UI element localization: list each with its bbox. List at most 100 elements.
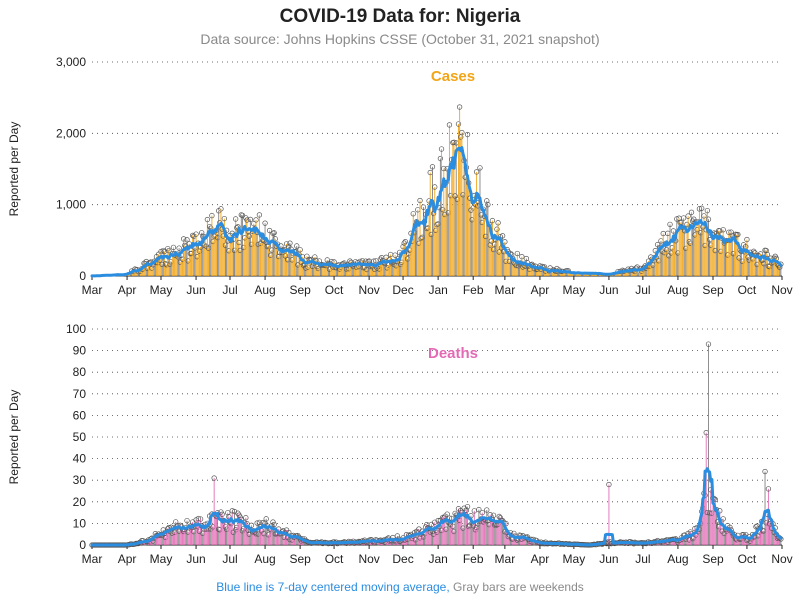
data-bar [737,234,739,276]
data-bar [717,235,718,276]
data-bar [467,134,469,276]
data-bar [685,539,687,545]
footnote: Blue line is 7-day centered moving avera… [0,580,800,594]
data-bar [497,222,499,276]
data-point [166,247,172,254]
data-bar [454,195,456,276]
data-point [266,227,273,234]
data-point [417,197,423,204]
data-bar [633,269,635,276]
data-bar [143,263,145,276]
data-bar [217,237,219,276]
data-bar [261,530,263,545]
data-bar [253,531,255,545]
data-bar [522,267,524,276]
data-bar [705,229,707,276]
data-bar [646,266,648,276]
data-bar [761,260,763,276]
data-bar [590,274,592,276]
data-bar [443,518,445,545]
data-bar [267,534,269,545]
data-bar [773,258,775,276]
data-bar [454,513,456,545]
data-bar [227,512,229,545]
y-tick-label: 1,000 [56,198,86,212]
data-bar [193,236,195,276]
data-bar [511,254,513,276]
data-bar [774,256,776,276]
data-bar [498,251,500,276]
data-bar [197,518,199,545]
data-bar [468,182,470,276]
data-point [263,516,269,522]
data-bar [278,256,280,276]
data-bar [424,533,426,545]
data-bar [225,245,226,276]
data-point [253,531,259,537]
data-bar [610,543,612,545]
data-bar [210,529,212,545]
x-tick-label: Nov [771,283,792,297]
data-bar [175,255,177,276]
data-point [218,206,224,212]
data-point [347,258,353,264]
data-point [519,254,525,260]
data-bar [179,525,181,545]
data-bar [191,527,193,545]
data-bar [455,142,457,276]
data-bar [760,528,761,545]
data-bar [738,538,740,545]
data-point [717,228,723,234]
data-bar [384,263,386,276]
data-bar [724,529,726,545]
data-bar [156,535,157,545]
data-bar [778,537,780,545]
data-bar [256,523,258,545]
data-bar [753,251,755,276]
data-point [764,251,770,258]
data-bar [729,527,731,545]
data-bar [659,247,661,276]
data-bar [512,539,514,545]
data-bar [411,241,413,276]
data-bar [608,484,610,545]
data-bar [512,258,514,276]
data-bar [169,264,171,276]
data-bar [748,260,750,276]
data-bar [206,219,208,276]
data-bar [564,272,566,276]
data-bar [215,230,217,276]
data-bar [365,261,367,276]
data-bar [489,514,491,545]
data-point [720,227,726,233]
data-bar [428,200,430,276]
data-bar [675,240,677,276]
data-bar [678,218,680,276]
data-bar [161,264,163,276]
data-bar [277,244,278,276]
data-bar [387,264,389,276]
data-bar [708,219,709,276]
data-bar [426,228,428,276]
data-bar [703,493,705,545]
data-bar [432,531,433,545]
data-bar [363,541,364,545]
data-bar [732,253,734,276]
data-point [287,240,293,246]
data-bar [167,528,169,545]
data-bar [652,265,654,276]
data-bar [674,236,676,276]
x-tick-label: Jul [222,552,237,566]
data-bar [188,243,190,276]
data-point [477,165,483,171]
data-bar [180,526,182,545]
footnote-weekend: Gray bars are weekends [453,580,584,594]
data-bar [320,264,321,276]
data-point [488,238,494,244]
data-bar [470,210,472,276]
data-bar [700,523,702,545]
data-point [680,215,687,221]
data-bar [670,539,672,545]
data-bar [456,517,458,545]
data-bar [221,229,223,276]
